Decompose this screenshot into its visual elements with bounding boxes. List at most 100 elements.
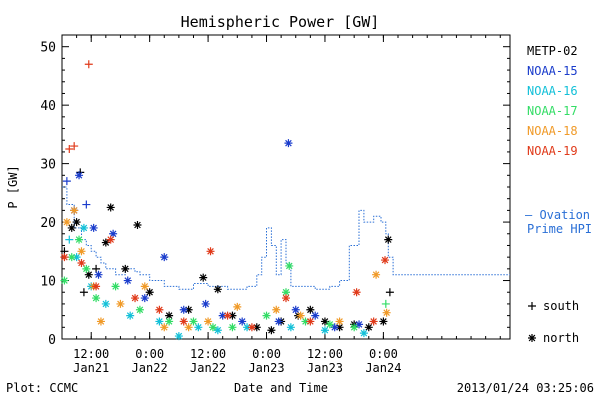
north-marker — [140, 282, 149, 291]
north-marker — [89, 223, 98, 232]
x-tick-date: Jan22 — [190, 361, 226, 375]
north-marker — [282, 288, 290, 297]
south-marker — [62, 177, 71, 186]
north-marker — [174, 332, 183, 341]
north-marker — [60, 276, 69, 285]
north-marker — [67, 223, 76, 232]
north-marker — [155, 305, 164, 314]
legend-entry: METP-02 — [527, 44, 578, 58]
y-tick-label: 10 — [40, 275, 56, 290]
north-marker — [320, 326, 329, 335]
north-marker — [359, 329, 368, 338]
north-marker — [101, 299, 110, 308]
y-tick-label: 40 — [40, 99, 56, 114]
ovation-hpi-line — [62, 186, 510, 290]
y-axis-label: P [GW] — [6, 165, 20, 208]
north-marker — [77, 247, 86, 256]
ovation-line-layer — [62, 186, 510, 290]
north-marker — [335, 317, 344, 326]
north-marker — [92, 282, 101, 291]
north-marker — [218, 311, 227, 320]
north-marker — [252, 323, 261, 332]
series-noaa-15 — [62, 139, 364, 332]
north-marker — [306, 305, 315, 314]
legend-north-label: north — [543, 331, 579, 345]
chart-title: Hemispheric Power [GW] — [181, 13, 380, 31]
x-tick-label: 12:00 — [190, 347, 226, 361]
south-marker — [65, 235, 74, 244]
legend-entry: NOAA-17 — [527, 104, 578, 118]
south-marker — [84, 60, 93, 69]
data-points-layer — [60, 60, 394, 341]
north-marker — [320, 317, 329, 326]
north-marker — [330, 323, 339, 332]
x-axis: 12:00Jan210:00Jan2212:00Jan220:00Jan2312… — [61, 35, 501, 375]
north-marker — [165, 311, 174, 320]
y-axis: 0 10 20 30 40 50 — [40, 34, 510, 348]
north-marker — [364, 323, 373, 332]
north-marker — [123, 276, 132, 285]
south-marker — [385, 288, 394, 297]
legend: METP-02 NOAA-15 NOAA-16 NOAA-17 NOAA-18 NOAA-… — [525, 44, 592, 345]
north-marker — [121, 264, 130, 273]
north-marker — [381, 256, 390, 265]
north-marker — [131, 294, 140, 303]
north-marker — [243, 323, 252, 332]
north-marker — [228, 323, 237, 332]
north-marker — [106, 235, 115, 244]
north-marker — [82, 264, 91, 273]
series-noaa-16 — [65, 223, 368, 341]
series-noaa-17 — [60, 235, 390, 332]
series-noaa-19 — [60, 60, 390, 332]
north-marker — [301, 317, 310, 326]
north-marker — [204, 317, 213, 326]
north-marker — [70, 206, 79, 215]
north-marker — [206, 247, 215, 256]
north-marker — [79, 223, 88, 232]
north-marker — [213, 326, 222, 335]
north-marker — [350, 323, 359, 332]
legend-entry: NOAA-16 — [527, 84, 578, 98]
north-marker — [116, 299, 125, 308]
south-marker — [65, 145, 74, 153]
north-marker — [213, 285, 222, 294]
timestamp: 2013/01/24 03:25:06 — [457, 381, 594, 395]
north-marker — [145, 288, 154, 297]
north-marker — [228, 311, 237, 320]
y-tick-label: 30 — [40, 158, 56, 173]
north-marker — [208, 323, 217, 332]
x-tick-label: 12:00 — [307, 347, 343, 361]
north-marker — [382, 308, 391, 317]
series-metp-02 — [60, 168, 394, 335]
x-tick-date: Jan24 — [365, 361, 401, 375]
north-marker — [284, 139, 293, 148]
north-marker — [335, 323, 344, 332]
north-marker — [296, 311, 305, 320]
north-marker — [282, 294, 290, 303]
south-marker — [82, 200, 91, 209]
north-marker — [184, 305, 193, 314]
north-marker — [135, 305, 144, 314]
north-marker — [109, 229, 118, 238]
north-marker — [62, 218, 71, 227]
north-marker — [67, 253, 76, 262]
north-marker — [84, 270, 93, 279]
x-tick-date: Jan23 — [307, 361, 343, 375]
north-marker — [311, 311, 320, 320]
south-marker — [79, 288, 88, 297]
north-marker — [72, 218, 81, 227]
x-tick-label: 0:00 — [135, 347, 164, 361]
north-marker — [126, 311, 135, 320]
legend-north-marker — [528, 334, 536, 342]
x-tick-date: Jan23 — [248, 361, 284, 375]
north-marker — [184, 323, 193, 332]
north-marker — [77, 259, 86, 267]
north-marker — [201, 299, 210, 308]
north-marker — [101, 238, 110, 247]
north-marker — [238, 317, 247, 326]
south-marker — [70, 142, 79, 151]
north-marker — [267, 326, 276, 335]
north-marker — [194, 323, 203, 332]
legend-entry: NOAA-19 — [527, 144, 578, 158]
